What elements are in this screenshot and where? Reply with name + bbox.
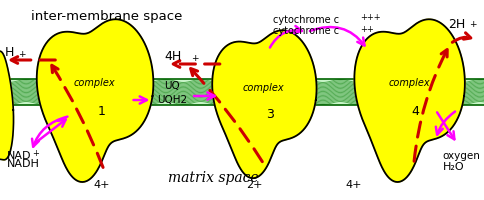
Text: 1: 1 xyxy=(97,105,105,118)
Text: 2+: 2+ xyxy=(246,180,262,190)
Text: 3: 3 xyxy=(266,108,274,121)
Text: NADH: NADH xyxy=(7,159,40,169)
Text: cytochrome c: cytochrome c xyxy=(273,26,340,36)
Polygon shape xyxy=(37,19,153,182)
Text: NAD: NAD xyxy=(7,151,32,161)
Polygon shape xyxy=(0,51,14,160)
Text: ++: ++ xyxy=(361,24,374,33)
Text: inter-membrane space: inter-membrane space xyxy=(31,10,182,23)
Bar xyxy=(0,79,484,105)
Text: 4+: 4+ xyxy=(345,180,362,190)
Text: UQH2: UQH2 xyxy=(157,95,187,105)
Text: 2H: 2H xyxy=(448,18,465,30)
Text: 4: 4 xyxy=(411,105,420,118)
Text: H₂O: H₂O xyxy=(443,162,465,172)
Text: 4H: 4H xyxy=(165,50,182,64)
Text: complex: complex xyxy=(243,83,285,93)
Text: cytochrome c: cytochrome c xyxy=(273,15,340,25)
Text: +: + xyxy=(18,50,26,59)
Text: H: H xyxy=(5,46,14,60)
Text: 4+: 4+ xyxy=(93,180,110,190)
Text: oxygen: oxygen xyxy=(443,151,481,161)
Text: +: + xyxy=(469,20,477,29)
Text: complex: complex xyxy=(74,78,115,88)
Text: complex: complex xyxy=(388,78,430,88)
Polygon shape xyxy=(354,19,465,182)
Polygon shape xyxy=(212,30,317,178)
Text: +: + xyxy=(32,148,39,158)
Text: matrix space: matrix space xyxy=(167,171,258,185)
Text: +++: +++ xyxy=(361,14,381,22)
Text: +: + xyxy=(191,54,198,63)
Text: UQ: UQ xyxy=(164,81,180,91)
